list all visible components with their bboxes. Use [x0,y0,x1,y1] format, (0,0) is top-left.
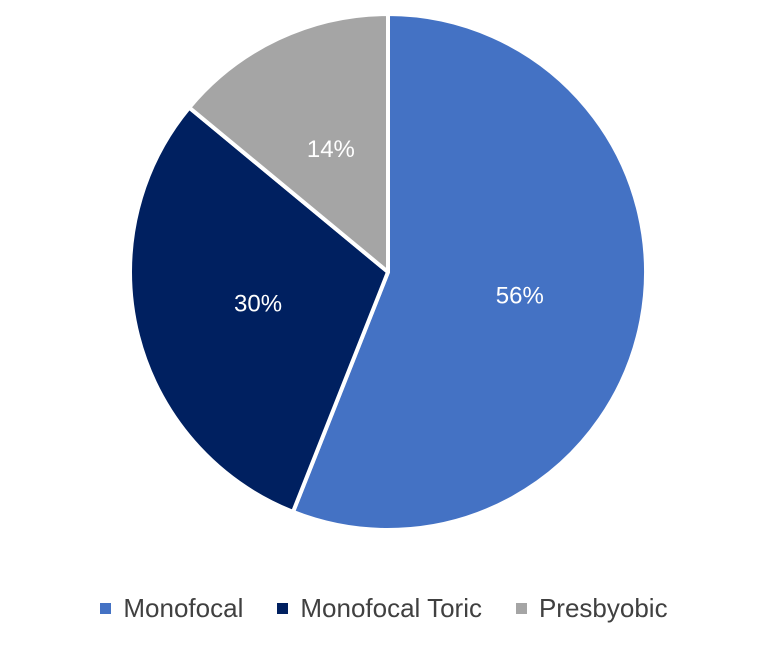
data-label-monofocal-toric: 30% [234,291,282,318]
pie-slice-monofocal [291,12,648,532]
legend: Monofocal Monofocal Toric Presbyobic [0,588,768,628]
legend-item-presbyobic: Presbyobic [515,592,668,624]
legend-label-presbyobic: Presbyobic [538,592,668,623]
pie-slices [128,12,648,532]
legend-label-monofocal: Monofocal [123,592,244,623]
legend-label-monofocal-toric: Monofocal Toric [300,592,482,623]
pie-slice-monofocal-toric [128,105,390,514]
legend-swatch-monofocal-toric [277,602,289,614]
legend-swatch-presbyobic [515,602,527,614]
legend-swatch-monofocal [100,602,112,614]
data-label-monofocal: 56% [496,282,544,309]
pie-data-labels: 56% 30% 14% [234,136,544,318]
data-label-presbyobic: 14% [307,136,355,163]
legend-item-monofocal: Monofocal [100,593,243,624]
pie-slice-presbyobic [187,12,390,274]
legend-item-monofocal-toric: Monofocal Toric [277,593,482,624]
